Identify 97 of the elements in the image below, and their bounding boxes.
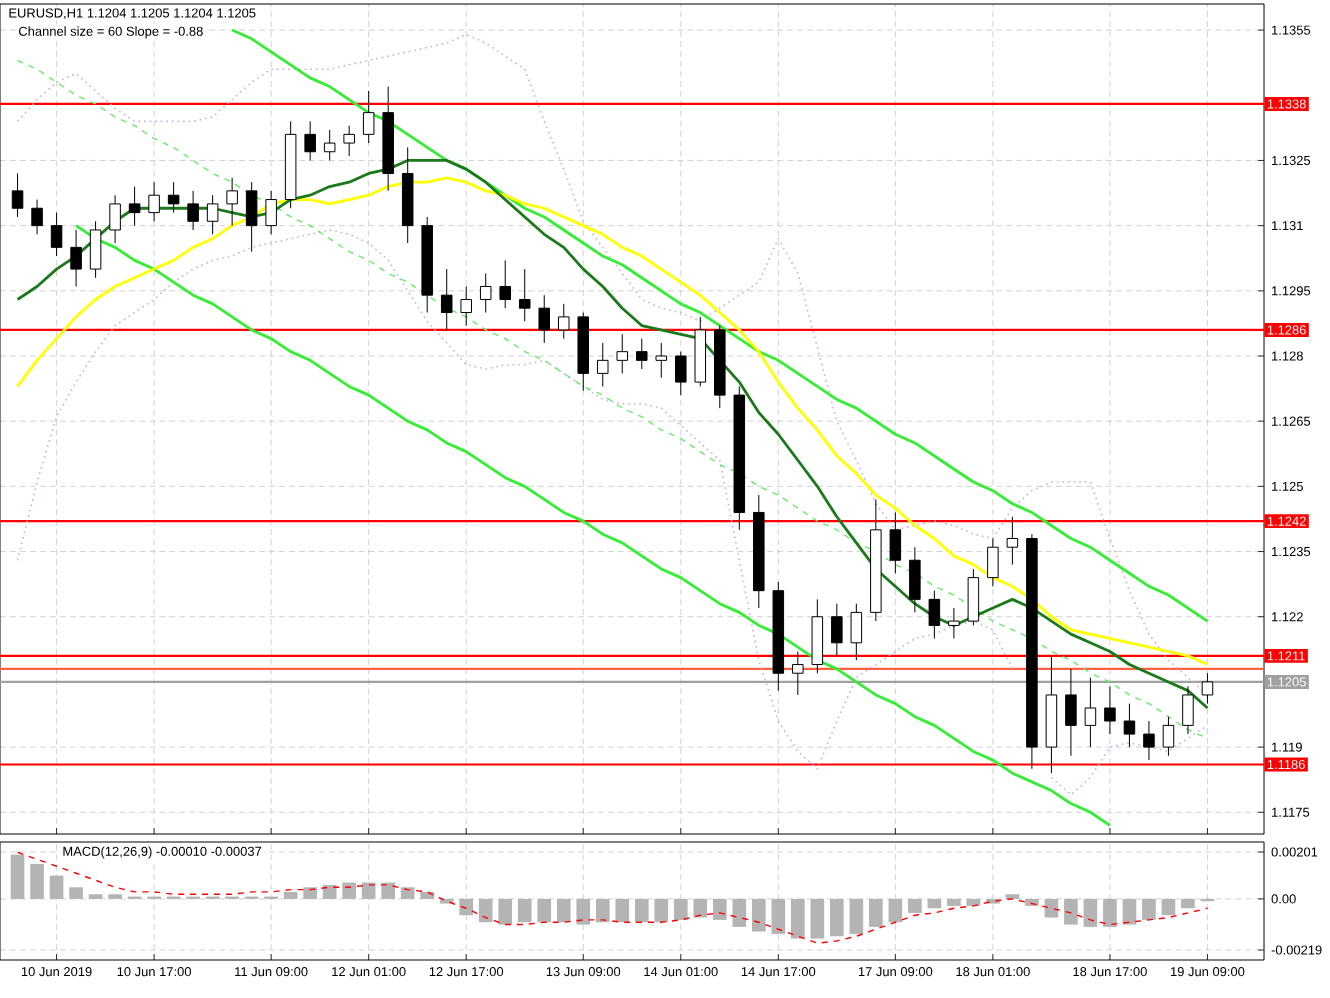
bar (1044, 898, 1059, 918)
bar (459, 898, 474, 916)
bar (498, 898, 513, 925)
candlestick (1143, 720, 1155, 761)
bar (927, 898, 942, 909)
candlestick (1104, 685, 1116, 735)
candlestick (538, 294, 550, 344)
candlestick (967, 568, 980, 626)
candlestick (265, 190, 277, 235)
bar (1142, 898, 1156, 920)
candlestick (206, 194, 219, 235)
bar (1025, 898, 1039, 906)
bar (556, 898, 571, 923)
bar (537, 898, 552, 923)
candlestick (636, 338, 648, 370)
candlestick (226, 177, 238, 227)
candlestick (675, 351, 687, 396)
candlestick (245, 181, 258, 253)
candlestick (343, 125, 355, 157)
candlestick (1123, 703, 1136, 748)
bar (1103, 898, 1117, 927)
bar (693, 898, 708, 918)
bar (576, 898, 591, 925)
bar (615, 898, 630, 923)
bar (30, 863, 44, 899)
candlestick (460, 285, 472, 327)
candlestick (616, 333, 629, 374)
candlestick (928, 590, 941, 639)
candlestick (557, 303, 570, 340)
candlestick (31, 199, 43, 235)
bar (751, 898, 766, 932)
candlestick (50, 212, 63, 257)
candlestick (1065, 668, 1077, 757)
candlestick (362, 90, 375, 144)
bar (381, 882, 396, 899)
bar (888, 898, 903, 923)
candlestick (89, 220, 102, 279)
candlestick (70, 229, 82, 287)
candlestick (1201, 672, 1214, 705)
line-series (74, 224, 1112, 827)
candlestick (11, 172, 24, 218)
bar (1181, 898, 1195, 909)
bar (1083, 898, 1098, 927)
candlestick (109, 194, 121, 244)
bar (10, 854, 25, 899)
candlestick (187, 190, 199, 231)
bar (908, 898, 922, 913)
candlestick (811, 598, 824, 674)
candlestick (167, 181, 180, 214)
candlestick (499, 259, 511, 309)
candlestick (850, 603, 863, 661)
candlestick (831, 603, 843, 657)
candlestick (1162, 716, 1175, 757)
bar (732, 898, 747, 927)
candlestick (1006, 516, 1019, 566)
candlestick (596, 342, 609, 387)
bar (49, 875, 64, 899)
bar (830, 898, 844, 937)
bar (654, 898, 669, 923)
bar (947, 898, 961, 906)
candlestick (479, 272, 492, 314)
candlestick (440, 268, 453, 331)
bar (420, 891, 435, 899)
candlestick (323, 129, 336, 161)
candlestick (909, 546, 921, 613)
candlestick (148, 181, 160, 222)
bar (673, 898, 688, 920)
candlestick (655, 342, 668, 379)
bar (517, 898, 532, 923)
candlestick (987, 538, 999, 587)
bar (400, 887, 415, 899)
bar (790, 898, 805, 939)
candlestick (948, 607, 960, 639)
bar (361, 882, 376, 899)
candlestick (889, 511, 902, 574)
bar (303, 887, 317, 899)
bar (69, 887, 83, 899)
candlestick (1084, 677, 1097, 748)
candlestick (792, 651, 804, 696)
bar (1161, 898, 1176, 916)
bar (478, 898, 493, 923)
bar (771, 898, 786, 934)
bar (322, 884, 337, 899)
bar (810, 898, 825, 939)
candlestick (518, 268, 531, 322)
bar (283, 891, 298, 899)
bar (712, 898, 727, 920)
candlestick (128, 186, 141, 227)
bar (869, 898, 883, 927)
candlestick (304, 120, 316, 161)
bar (1122, 898, 1137, 925)
bar (342, 882, 356, 899)
bar (849, 898, 864, 934)
candlestick (1182, 685, 1194, 735)
bar (1064, 898, 1078, 925)
bar (634, 898, 649, 923)
bar (595, 898, 610, 923)
